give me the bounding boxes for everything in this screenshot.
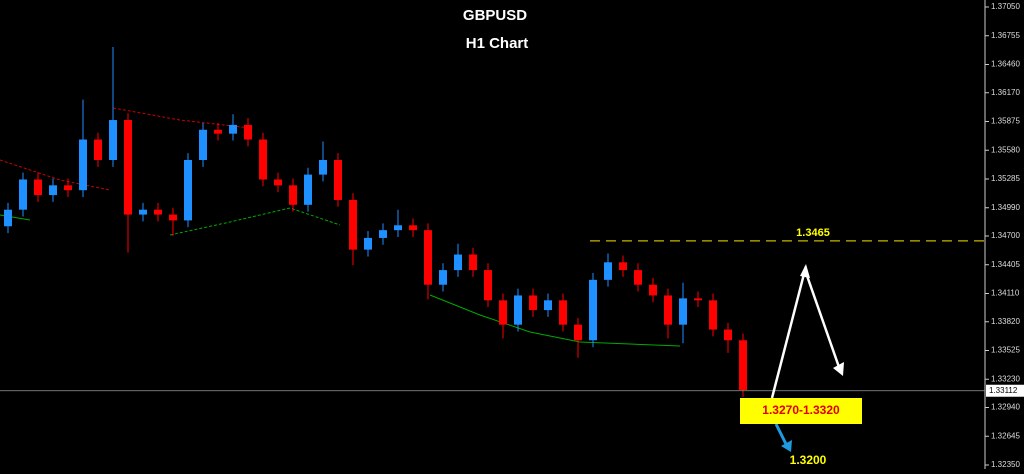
candle-body	[544, 300, 552, 311]
candle-body	[724, 329, 732, 341]
candle-body	[304, 174, 312, 205]
y-tick-label: 1.33230	[991, 374, 1020, 383]
y-tick-label: 1.36755	[991, 31, 1020, 40]
candle-body	[229, 124, 237, 134]
arrows	[770, 264, 844, 452]
candle-body	[619, 262, 627, 271]
candle-body	[634, 270, 642, 285]
level-label: 1.3465	[796, 227, 830, 239]
candle-body	[694, 298, 702, 301]
candle-body	[319, 159, 327, 175]
target-arrow	[774, 423, 789, 447]
candle-body	[679, 298, 687, 325]
y-tick-label: 1.36170	[991, 88, 1020, 97]
candle-body	[34, 179, 42, 196]
ma-line	[0, 159, 111, 191]
candle-body	[4, 209, 12, 227]
candle-body	[559, 300, 567, 325]
y-tick-label: 1.35285	[991, 174, 1020, 183]
chart-title: GBPUSD	[463, 7, 527, 24]
zone-label: 1.3270-1.3320	[762, 403, 840, 417]
candle-body	[109, 120, 117, 160]
candle-body	[124, 120, 132, 215]
candle-body	[289, 185, 297, 205]
candle-body	[484, 270, 492, 301]
candle-body	[529, 295, 537, 311]
candle-body	[439, 270, 447, 285]
candle-body	[139, 209, 147, 215]
candle-body	[244, 124, 252, 140]
y-tick-label: 1.35875	[991, 117, 1020, 126]
candle-body	[169, 214, 177, 221]
y-tick-label: 1.32645	[991, 431, 1020, 440]
candle-body	[649, 284, 657, 296]
current-price-box	[986, 384, 1024, 397]
y-tick-label: 1.37050	[991, 2, 1020, 11]
arrow-head	[800, 264, 810, 278]
y-tick-label: 1.36460	[991, 60, 1020, 69]
candle-body	[604, 262, 612, 280]
zone-box	[740, 398, 862, 424]
candle-body	[589, 279, 597, 341]
candle-body	[49, 185, 57, 196]
candle-body	[79, 139, 87, 191]
y-tick-label: 1.34405	[991, 260, 1020, 269]
candle-body	[424, 230, 432, 285]
candle-body	[274, 179, 282, 186]
chart-subtitle: H1 Chart	[466, 35, 529, 52]
candle-body	[259, 139, 267, 180]
current-price-label: 1.33112	[989, 386, 1018, 395]
candle-body	[349, 199, 357, 250]
candle-body	[394, 225, 402, 231]
candle-body	[664, 295, 672, 325]
y-tick-label: 1.32940	[991, 403, 1020, 412]
candle-body	[739, 340, 747, 390]
candle-body	[379, 230, 387, 238]
candle-body	[334, 159, 342, 200]
candle-body	[64, 185, 72, 191]
candle-body	[409, 225, 417, 231]
candle-body	[94, 139, 102, 160]
candle-body	[574, 324, 582, 341]
candle-body	[499, 300, 507, 325]
y-tick-label: 1.32350	[991, 460, 1020, 469]
y-tick-label: 1.33525	[991, 346, 1020, 355]
candle-body	[454, 254, 462, 271]
candle-body	[214, 129, 222, 134]
candle-body	[184, 159, 192, 221]
y-tick-label: 1.34990	[991, 203, 1020, 212]
y-tick-label: 1.35580	[991, 145, 1020, 154]
candle-body	[364, 237, 372, 250]
arrow-head	[781, 440, 792, 452]
candle-body	[514, 295, 522, 325]
y-tick-label: 1.34110	[991, 289, 1020, 298]
candle-body	[469, 254, 477, 271]
ma-line	[169, 207, 341, 236]
arrow-head	[833, 362, 844, 376]
ma-line	[429, 294, 681, 347]
y-tick-label: 1.33820	[991, 317, 1020, 326]
candle-body	[199, 129, 207, 160]
candle-body	[19, 179, 27, 210]
target-label: 1.3200	[790, 453, 827, 467]
candle-body	[154, 209, 162, 215]
ma-line	[112, 107, 251, 129]
y-tick-label: 1.34700	[991, 231, 1020, 240]
candle-body	[709, 300, 717, 330]
